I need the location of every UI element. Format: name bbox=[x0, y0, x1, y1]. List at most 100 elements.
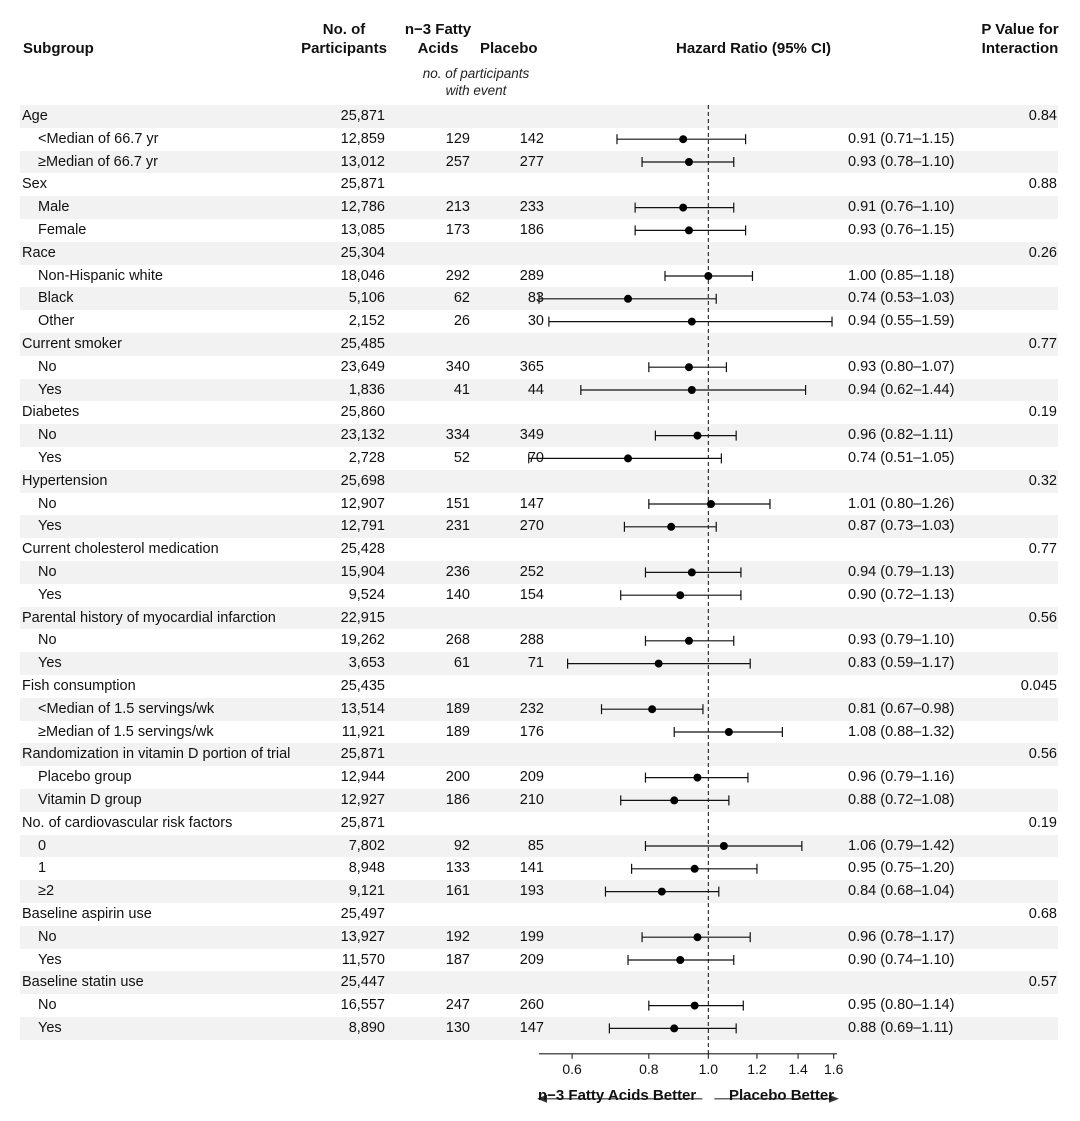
placebo-events-cell: 154 bbox=[519, 586, 544, 603]
fatty-acids-events-cell: 189 bbox=[445, 700, 470, 717]
subgroup-label: Sex bbox=[22, 176, 47, 193]
table-row: Yes 11,570 187 209 0.90 (0.74–1.10) bbox=[20, 949, 1058, 972]
placebo-events-cell: 176 bbox=[519, 723, 544, 740]
participants-cell: 1,836 bbox=[348, 381, 385, 398]
hazard-ratio-text: 0.90 (0.74–1.10) bbox=[848, 951, 955, 968]
hazard-ratio-text: 1.06 (0.79–1.42) bbox=[848, 837, 955, 854]
hazard-ratio-text: 0.83 (0.59–1.17) bbox=[848, 655, 955, 672]
placebo-events-cell: 85 bbox=[527, 837, 544, 854]
subgroup-label: Age bbox=[22, 108, 48, 124]
subgroup-header-row: Baseline aspirin use 25,497 0.68 bbox=[20, 903, 1058, 926]
favors-placebo-label: Placebo Better bbox=[729, 1087, 835, 1104]
placebo-events-cell: 141 bbox=[519, 860, 544, 877]
category-label: Yes bbox=[38, 951, 62, 968]
participants-cell: 25,698 bbox=[340, 472, 385, 489]
table-row: No 15,904 236 252 0.94 (0.79–1.13) bbox=[20, 561, 1058, 584]
placebo-events-cell: 210 bbox=[519, 792, 544, 808]
category-label: Female bbox=[38, 222, 87, 238]
hazard-ratio-text: 0.94 (0.79–1.13) bbox=[848, 564, 955, 580]
participants-cell: 8,890 bbox=[348, 1020, 385, 1036]
events-subheader-line2: with event bbox=[445, 83, 507, 98]
x-tick-label: 0.8 bbox=[639, 1061, 659, 1077]
subgroup-header-row: Fish consumption 25,435 0.045 bbox=[20, 675, 1058, 698]
participants-cell: 25,435 bbox=[340, 678, 385, 694]
participants-cell: 25,871 bbox=[340, 814, 385, 831]
hazard-ratio-text: 0.93 (0.79–1.10) bbox=[848, 632, 955, 649]
fatty-acids-events-cell: 340 bbox=[445, 358, 470, 375]
fatty-acids-events-cell: 41 bbox=[453, 381, 470, 398]
fatty-acids-events-cell: 61 bbox=[453, 655, 470, 672]
hazard-ratio-text: 0.93 (0.80–1.07) bbox=[848, 358, 955, 375]
fatty-acids-events-cell: 186 bbox=[445, 792, 470, 808]
participants-cell: 12,907 bbox=[340, 495, 385, 512]
fatty-acids-header-line2: Acids bbox=[417, 40, 459, 57]
category-label: Yes bbox=[38, 655, 62, 672]
subgroup-label: Current smoker bbox=[22, 336, 122, 352]
category-label: No bbox=[38, 632, 57, 649]
placebo-events-cell: 209 bbox=[519, 769, 544, 786]
fatty-acids-events-cell: 26 bbox=[453, 313, 470, 330]
category-label: Yes bbox=[38, 450, 62, 466]
placebo-events-cell: 186 bbox=[519, 222, 544, 238]
x-tick-label: 0.6 bbox=[562, 1061, 582, 1077]
participants-cell: 9,524 bbox=[348, 586, 385, 603]
participants-cell: 25,485 bbox=[340, 336, 385, 352]
hazard-ratio-text: 1.00 (0.85–1.18) bbox=[848, 267, 955, 284]
fatty-acids-events-cell: 257 bbox=[445, 153, 470, 170]
placebo-events-cell: 199 bbox=[519, 928, 544, 945]
placebo-events-cell: 70 bbox=[527, 450, 544, 466]
category-label: No bbox=[38, 928, 57, 945]
hazard-ratio-text: 0.88 (0.69–1.11) bbox=[848, 1020, 954, 1036]
fatty-acids-events-cell: 161 bbox=[445, 883, 470, 900]
fatty-acids-events-cell: 236 bbox=[445, 564, 470, 580]
subgroup-header-row: Race 25,304 0.26 bbox=[20, 241, 1058, 265]
table-row: ≥2 9,121 161 193 0.84 (0.68–1.04) bbox=[20, 880, 1058, 903]
fatty-acids-events-cell: 62 bbox=[453, 290, 470, 307]
table-row: No 23,649 340 365 0.93 (0.80–1.07) bbox=[20, 356, 1058, 379]
subgroup-header-row: Parental history of myocardial infarctio… bbox=[20, 606, 1058, 630]
participants-cell: 13,514 bbox=[340, 700, 385, 717]
placebo-events-cell: 83 bbox=[527, 290, 544, 307]
table-row: No 13,927 192 199 0.96 (0.78–1.17) bbox=[20, 925, 1058, 949]
participants-cell: 2,728 bbox=[348, 450, 385, 466]
category-label: No bbox=[38, 358, 57, 375]
p-value-cell: 0.57 bbox=[1028, 974, 1057, 991]
placebo-events-cell: 71 bbox=[527, 655, 544, 672]
category-label: <Median of 66.7 yr bbox=[38, 130, 159, 147]
placebo-events-cell: 193 bbox=[519, 883, 544, 900]
table-row: Placebo group 12,944 200 209 0.96 (0.79–1.16… bbox=[20, 766, 1058, 789]
participants-cell: 12,786 bbox=[340, 199, 385, 216]
x-tick-label: 1.2 bbox=[747, 1061, 767, 1077]
subgroup-header-row: Current cholesterol medication 25,428 0.77 bbox=[20, 538, 1058, 561]
hazard-ratio-text: 0.84 (0.68–1.04) bbox=[848, 883, 955, 900]
p-value-header-line2: Interaction bbox=[981, 40, 1059, 57]
category-label: No bbox=[38, 495, 57, 512]
subgroup-label: Baseline aspirin use bbox=[22, 906, 152, 922]
placebo-events-cell: 44 bbox=[527, 381, 544, 398]
fatty-acids-events-cell: 130 bbox=[445, 1020, 470, 1036]
fatty-acids-events-cell: 231 bbox=[445, 518, 470, 535]
participants-cell: 25,447 bbox=[340, 974, 385, 991]
participants-cell: 23,132 bbox=[340, 427, 385, 444]
table-row: Vitamin D group 12,927 186 210 0.88 (0.72–1.… bbox=[20, 789, 1058, 812]
hazard-ratio-text: 0.91 (0.71–1.15) bbox=[848, 130, 955, 147]
fatty-acids-events-cell: 247 bbox=[445, 997, 470, 1014]
hazard-ratio-text: 0.88 (0.72–1.08) bbox=[848, 792, 955, 808]
participants-cell: 18,046 bbox=[340, 267, 385, 284]
subgroup-header-row: Current smoker 25,485 0.77 bbox=[20, 333, 1058, 356]
participants-cell: 11,921 bbox=[341, 723, 385, 740]
subgroup-label: Parental history of myocardial infarctio… bbox=[22, 609, 276, 626]
p-value-header-line1: P Value for bbox=[981, 21, 1059, 38]
subgroup-header-row: Age 25,871 0.84 bbox=[20, 105, 1058, 128]
hazard-ratio-text: 0.90 (0.72–1.13) bbox=[848, 586, 955, 603]
subgroup-header-row: Hypertension 25,698 0.32 bbox=[20, 469, 1058, 493]
participants-cell: 15,904 bbox=[340, 564, 385, 580]
subgroup-header-row: Diabetes 25,860 0.19 bbox=[20, 401, 1058, 424]
category-label: Male bbox=[38, 199, 70, 216]
hazard-ratio-text: 0.94 (0.62–1.44) bbox=[848, 381, 955, 398]
subgroup-label: No. of cardiovascular risk factors bbox=[22, 814, 233, 831]
participants-cell: 13,085 bbox=[340, 222, 385, 238]
fatty-acids-events-cell: 200 bbox=[445, 769, 470, 786]
participants-cell: 12,927 bbox=[340, 792, 385, 808]
placebo-events-cell: 142 bbox=[519, 130, 544, 147]
